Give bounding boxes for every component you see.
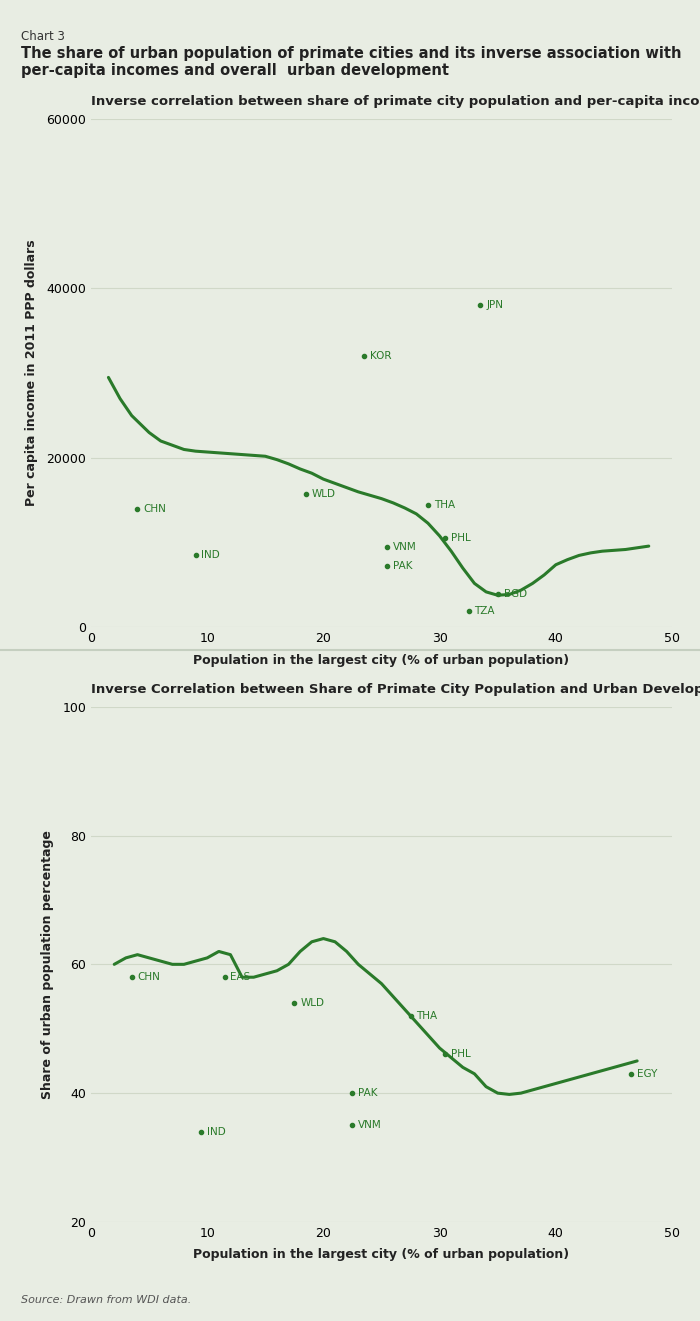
X-axis label: Population in the largest city (% of urban population): Population in the largest city (% of urb… bbox=[193, 1248, 570, 1262]
Text: PAK: PAK bbox=[393, 561, 412, 572]
Text: VNM: VNM bbox=[358, 1120, 382, 1131]
Text: per-capita incomes and overall  urban development: per-capita incomes and overall urban dev… bbox=[21, 63, 449, 78]
Text: EGY: EGY bbox=[637, 1069, 657, 1079]
Text: IND: IND bbox=[207, 1127, 226, 1137]
Text: EAS: EAS bbox=[230, 972, 251, 983]
Text: CHN: CHN bbox=[137, 972, 160, 983]
Text: Inverse Correlation between Share of Primate City Population and Urban Developme: Inverse Correlation between Share of Pri… bbox=[91, 683, 700, 696]
Text: CHN: CHN bbox=[144, 503, 166, 514]
Text: BGD: BGD bbox=[503, 589, 526, 598]
Y-axis label: Per capita income in 2011 PPP dollars: Per capita income in 2011 PPP dollars bbox=[25, 240, 38, 506]
Text: KOR: KOR bbox=[370, 351, 391, 361]
Text: JPN: JPN bbox=[486, 300, 503, 310]
Text: PHL: PHL bbox=[452, 534, 471, 543]
Text: Source: Drawn from WDI data.: Source: Drawn from WDI data. bbox=[21, 1295, 191, 1305]
Text: Inverse correlation between share of primate city population and per-capita inco: Inverse correlation between share of pri… bbox=[91, 95, 700, 108]
Text: WLD: WLD bbox=[300, 997, 324, 1008]
Text: PHL: PHL bbox=[452, 1049, 471, 1059]
Text: Chart 3: Chart 3 bbox=[21, 30, 65, 44]
Text: VNM: VNM bbox=[393, 542, 417, 552]
Text: PAK: PAK bbox=[358, 1089, 378, 1098]
Text: THA: THA bbox=[434, 499, 455, 510]
Text: WLD: WLD bbox=[312, 489, 336, 498]
Y-axis label: Share of urban population percentage: Share of urban population percentage bbox=[41, 830, 54, 1099]
Text: The share of urban population of primate cities and its inverse association with: The share of urban population of primate… bbox=[21, 46, 682, 61]
Text: IND: IND bbox=[202, 551, 220, 560]
X-axis label: Population in the largest city (% of urban population): Population in the largest city (% of urb… bbox=[193, 654, 570, 667]
Text: THA: THA bbox=[416, 1011, 438, 1021]
Text: TZA: TZA bbox=[475, 605, 495, 616]
